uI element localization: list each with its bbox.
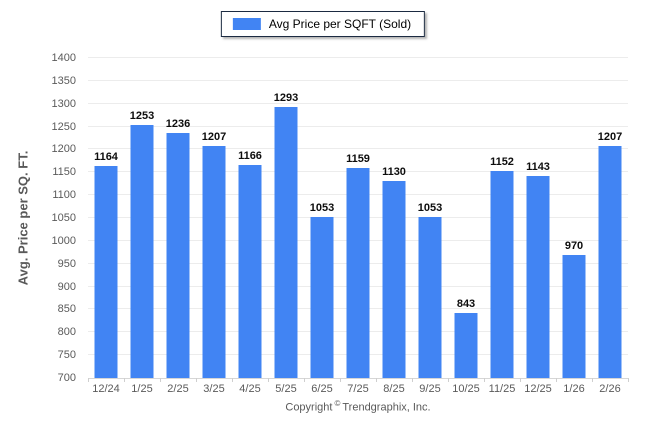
y-tick-label: 1150 [52, 166, 76, 179]
y-tick-label: 950 [57, 257, 76, 270]
x-axis-tick [520, 378, 521, 382]
x-axis-tick [592, 378, 593, 382]
legend-label: Avg Price per SQFT (Sold) [268, 17, 412, 31]
y-tick-label: 850 [57, 303, 76, 316]
x-axis-tick [556, 378, 557, 382]
bar [454, 312, 478, 378]
x-axis-labels: 12/24 1/25 2/25 3/25 4/25 5/25 6/25 7/25 8/25 9/2… [88, 383, 628, 395]
x-axis-tick [484, 378, 485, 382]
bar [418, 216, 442, 378]
x-axis-tick [196, 378, 197, 382]
legend-swatch [232, 18, 261, 30]
bar-value-label: 1130 [382, 166, 406, 179]
legend: Avg Price per SQFT (Sold) [220, 11, 426, 37]
x-axis-tick [340, 378, 341, 382]
bar [490, 171, 514, 378]
x-tick-label: 1/26 [563, 383, 585, 395]
x-axis-tick [448, 378, 449, 382]
bar-value-label: 843 [456, 297, 476, 310]
bar [274, 106, 298, 378]
bar-value-label: 1293 [273, 91, 299, 104]
y-tick-label: 1100 [52, 189, 76, 202]
x-axis-tick [376, 378, 377, 382]
x-tick-label: 2/26 [599, 383, 621, 395]
x-axis-tick [412, 378, 413, 382]
bar-value-label: 1053 [309, 201, 335, 214]
bar-value-label: 1166 [238, 149, 262, 162]
copyright-symbol: © [334, 399, 341, 408]
bar [382, 181, 406, 378]
x-axis-tick [160, 378, 161, 382]
x-axis-tick [124, 378, 125, 382]
x-axis-tick [232, 378, 233, 382]
y-tick-label: 900 [57, 280, 76, 293]
x-tick-label: 6/25 [311, 383, 333, 395]
bar-value-label: 1253 [129, 110, 155, 123]
gridline [88, 148, 628, 150]
bar-value-label: 1207 [201, 131, 227, 144]
bar [598, 146, 622, 378]
gridline [88, 57, 628, 58]
x-tick-label: 11/25 [488, 383, 516, 395]
x-axis-tick [88, 378, 89, 382]
y-tick-label: 1400 [51, 52, 76, 64]
copyright-text: Copyright © Trendgraphix, Inc. [88, 399, 628, 414]
bar [238, 164, 262, 378]
bar [310, 216, 334, 378]
y-tick-label: 800 [57, 326, 76, 339]
bar-value-label: 1207 [597, 131, 623, 144]
bar-value-label: 1152 [490, 156, 514, 169]
x-tick-label: 1/25 [131, 383, 153, 395]
bar [562, 254, 586, 378]
y-tick-label: 750 [57, 349, 76, 362]
gridline [88, 125, 628, 127]
x-axis-tick [304, 378, 305, 382]
y-tick-label: 1350 [51, 74, 76, 87]
x-tick-label: 10/25 [452, 383, 480, 395]
bar [130, 125, 154, 378]
bar [526, 175, 550, 378]
x-tick-label: 8/25 [383, 383, 405, 395]
x-tick-label: 3/25 [203, 383, 225, 395]
copyright-suffix: Trendgraphix, Inc. [342, 401, 431, 414]
x-tick-label: 2/25 [167, 383, 189, 395]
x-tick-label: 12/24 [92, 383, 120, 395]
y-tick-label: 1200 [51, 143, 76, 156]
y-tick-label: 700 [57, 372, 76, 384]
x-tick-label: 5/25 [275, 383, 297, 395]
x-axis-tick [628, 378, 629, 382]
gridline [88, 102, 628, 104]
bar-value-label: 1143 [526, 160, 550, 173]
y-tick-label: 1300 [51, 97, 76, 110]
bar [94, 165, 118, 378]
y-tick-label: 1250 [51, 120, 76, 133]
bar [202, 146, 226, 378]
copyright-prefix: Copyright [285, 401, 333, 414]
x-tick-label: 9/25 [419, 383, 441, 395]
gridline [88, 79, 628, 81]
bar-value-label: 1159 [346, 153, 370, 166]
x-tick-label: 12/25 [524, 383, 552, 395]
x-tick-label: 7/25 [347, 383, 369, 395]
bar [166, 132, 190, 378]
y-axis-tick-labels: 700 750 800 850 900 950 1000 1050 1100 1150 1200 12… [0, 52, 82, 384]
bar-value-label: 1053 [417, 201, 443, 214]
bar [346, 168, 370, 378]
bar-value-label: 1164 [94, 150, 118, 163]
bar-value-label: 1236 [165, 117, 191, 130]
bar-value-label: 970 [564, 239, 584, 252]
x-axis-tick [268, 378, 269, 382]
x-tick-label: 4/25 [239, 383, 261, 395]
y-tick-label: 1000 [51, 234, 76, 247]
y-tick-label: 1050 [51, 212, 76, 224]
plot-area: 1164 1253 1236 1207 1166 1293 1053 1159 1130 1053… [88, 57, 629, 382]
